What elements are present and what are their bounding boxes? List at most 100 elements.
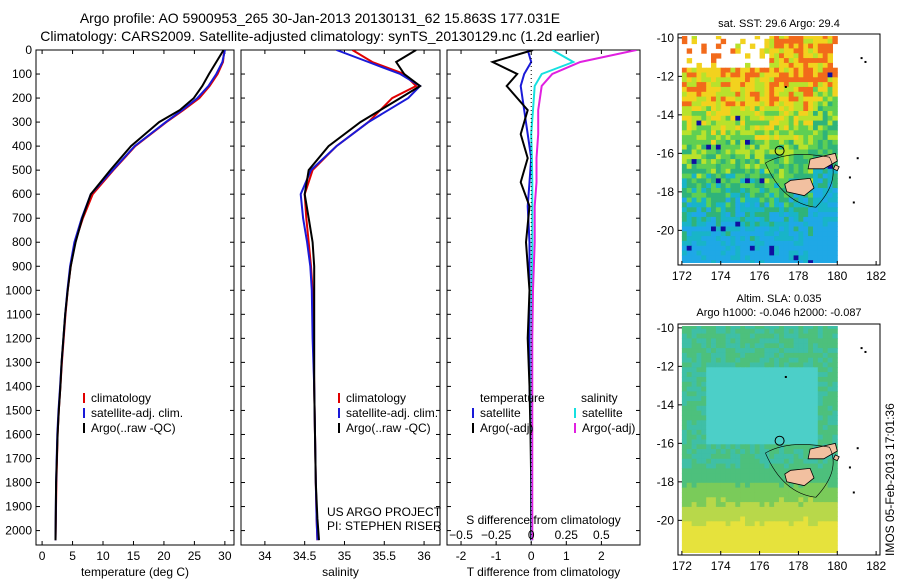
sla_map-cell xyxy=(720,550,727,553)
sst_map-cell xyxy=(711,245,717,252)
sla_map-cell xyxy=(793,506,799,513)
sst_map-cell xyxy=(808,86,814,93)
sla_map-cell xyxy=(827,401,833,407)
sst_map-cell xyxy=(783,139,790,146)
sst_map-cell xyxy=(788,231,795,237)
sst_map-islet xyxy=(852,201,855,204)
sst_map-cell xyxy=(832,173,838,179)
sst_map-cell xyxy=(808,96,814,102)
sst_map-cell xyxy=(691,106,697,112)
sst_map-cell xyxy=(779,120,785,126)
sla_map-cell xyxy=(779,521,785,527)
sla_map-cell xyxy=(798,502,804,508)
sst_map-cell xyxy=(754,226,761,232)
sla_map-cell xyxy=(715,434,722,440)
sla_map-cell xyxy=(774,396,780,402)
sla_map-cell xyxy=(749,492,756,498)
sla_map-cell xyxy=(749,391,756,397)
sla_map-cell xyxy=(798,415,804,421)
sst_map-cell xyxy=(808,62,814,69)
sst_map-cell xyxy=(832,192,838,199)
sst_map-cell xyxy=(813,188,819,194)
sst_map-cell xyxy=(827,139,833,146)
sst_map-cell xyxy=(725,226,731,232)
sla_map-cell xyxy=(745,506,751,513)
sla_map-cell xyxy=(735,401,741,407)
sla_map-cell xyxy=(735,415,741,421)
sla_map-cell xyxy=(832,391,838,397)
sst_map-cell xyxy=(740,154,746,160)
sla_map-cell xyxy=(740,545,746,551)
sla_map-cell xyxy=(759,545,765,551)
sst_map-cell xyxy=(749,82,756,88)
sst_map-cell xyxy=(808,245,814,252)
sst_map-cell xyxy=(764,250,770,256)
sla_map-cell xyxy=(764,333,770,339)
sla_map-cell xyxy=(764,478,770,484)
sla_map-cell xyxy=(822,328,829,335)
sla_map-cell xyxy=(817,425,824,431)
sla_map-cell xyxy=(822,502,829,508)
sst_map-cell xyxy=(822,96,829,102)
sla_map-cell xyxy=(725,482,731,489)
sst_map-cell xyxy=(715,72,722,78)
sst_map-cell xyxy=(715,260,722,263)
sst_map-cell xyxy=(686,173,693,179)
sst_map-cell xyxy=(822,144,829,150)
sst_map-cell xyxy=(774,168,780,175)
sla_map-cell xyxy=(769,357,775,363)
sst_map-cell xyxy=(779,178,785,184)
sst_map-cell xyxy=(715,207,722,213)
sla_map-cell xyxy=(711,439,717,445)
sst_map-cell xyxy=(735,43,741,49)
sst_map-cell xyxy=(803,38,809,45)
sst_map-cell xyxy=(745,139,751,146)
sla_map-cell xyxy=(725,367,731,373)
sst_map-cell xyxy=(769,77,775,83)
sst_map-cell xyxy=(749,86,756,93)
sla_map-cell xyxy=(706,410,712,416)
sst_map-cell xyxy=(813,260,819,263)
sla_map-cell xyxy=(754,357,761,363)
sla_map-cell xyxy=(759,333,765,339)
sla_map-cell xyxy=(788,372,795,378)
sst_map-cell xyxy=(730,149,736,155)
sst_map-cell xyxy=(706,255,712,261)
sst_map-cell xyxy=(701,101,707,107)
sla_map-cell xyxy=(715,516,722,522)
sst_map-cell xyxy=(798,144,804,150)
sla_map-cell xyxy=(764,420,770,426)
sla_map-cell xyxy=(832,439,838,445)
sla_map-cell xyxy=(754,352,761,359)
sla_map-cell xyxy=(715,540,722,546)
sla_map-cell xyxy=(803,326,809,330)
sla_map-cell xyxy=(701,429,707,436)
sla_map-cell xyxy=(783,453,790,460)
sst_map-cell xyxy=(711,173,717,179)
sst_map-cell xyxy=(686,130,693,136)
sst_map-cell xyxy=(798,72,804,78)
sst_map-cell xyxy=(706,82,712,88)
sst_map-cell xyxy=(808,149,814,155)
sla_map-cell xyxy=(740,535,746,542)
sla_map-cell xyxy=(793,401,799,407)
sst_map-cell xyxy=(774,231,780,237)
sst_map-cell xyxy=(759,154,765,160)
sla_map-cell xyxy=(832,420,838,426)
sla_map-cell xyxy=(740,434,746,440)
sla_map-cell xyxy=(793,376,799,383)
sla_map-cell xyxy=(730,473,736,479)
sla_map-cell xyxy=(817,521,824,527)
sla_map-cell xyxy=(725,362,731,368)
sst_map-cell xyxy=(749,67,756,73)
sst_map-cell xyxy=(740,202,746,208)
sst_map-cell xyxy=(715,82,722,88)
sst_map-cell xyxy=(769,183,775,189)
sla_map-cell xyxy=(740,367,746,373)
sst_map-cell xyxy=(769,144,775,150)
sst_map-cell xyxy=(759,221,765,227)
sst_map-cell xyxy=(803,207,809,213)
sst_map-cell xyxy=(701,250,707,256)
sla_map-cell xyxy=(730,362,736,368)
sla_map-cell xyxy=(745,352,751,359)
